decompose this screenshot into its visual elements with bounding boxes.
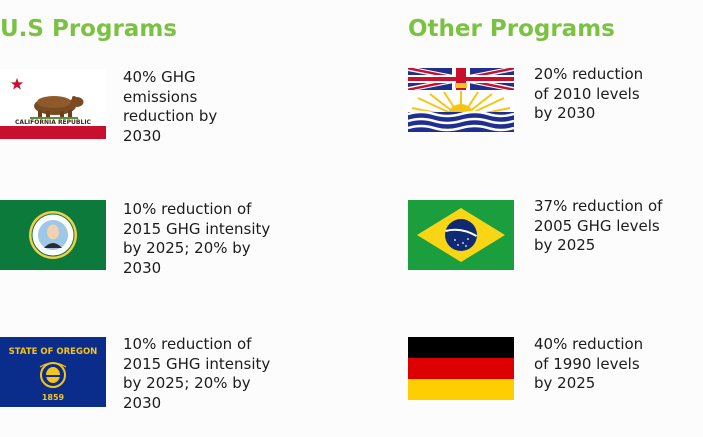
other-programs-heading: Other Programs [408,16,615,42]
oregon-flag-text: STATE OF OREGON [9,347,98,357]
us-programs-heading: U.S Programs [0,16,177,42]
oregon-flag-icon: STATE OF OREGON 1859 [0,337,106,407]
washington-flag-icon [0,200,106,270]
us-program-2-description: 10% reduction of 2015 GHG intensity by 2… [123,200,271,277]
other-program-1-description: 20% reduction of 2010 levels by 2030 [534,65,644,122]
other-program-3-description: 40% reduction of 1990 levels by 2025 [534,335,644,392]
us-program-1-description: 40% GHG emissions reduction by 2030 [123,68,218,145]
us-program-3-description: 10% reduction of 2015 GHG intensity by 2… [123,335,271,412]
california-flag-icon: CALIFORNIA REPUBLIC [0,69,106,139]
california-flag-text: CALIFORNIA REPUBLIC [15,119,92,126]
brazil-flag-icon [408,200,514,270]
other-program-2-description: 37% reduction of 2005 GHG levels by 2025 [534,197,663,254]
oregon-flag-year: 1859 [42,393,65,402]
germany-flag-icon [408,337,514,400]
british-columbia-flag-icon [408,68,514,132]
